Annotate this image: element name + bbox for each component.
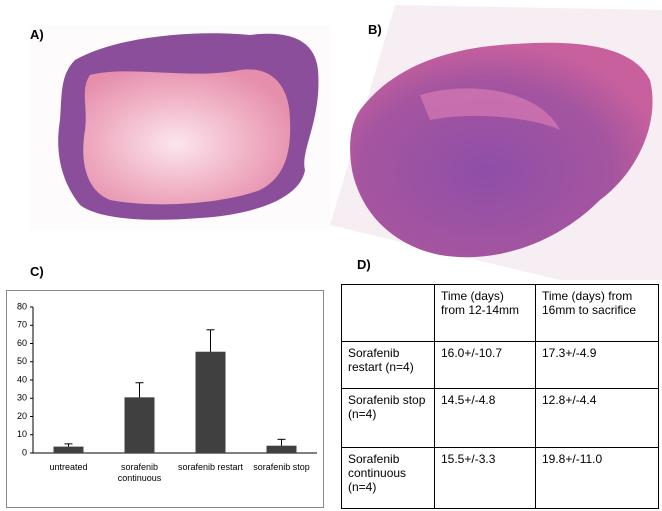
table-cell: 17.3+/-4.9 (535, 341, 659, 389)
bar (195, 351, 226, 453)
x-tick-label: sorafenib continuous (117, 462, 162, 483)
bar (266, 445, 297, 453)
table-cell (341, 284, 435, 342)
panel-label: D) (357, 257, 371, 272)
table-cell: Sorafenib restart (n=4) (341, 341, 435, 389)
error-bar (277, 438, 286, 446)
table-row: Sorafenib continuous (n=4) 15.5+/-3.3 19.8… (341, 447, 659, 509)
results-table: Time (days) from 12-14mm Time (days) from… (341, 284, 659, 509)
table-cell: Time (days) from 16mm to sacrifice (535, 284, 659, 342)
panel-label: B) (368, 22, 382, 37)
x-tick-label: untreated (49, 462, 88, 472)
error-bar (206, 329, 215, 352)
panel-label: C) (30, 264, 44, 279)
tissue-b-detail (420, 88, 560, 130)
table-row: Sorafenib restart (n=4) 16.0+/-10.7 17.3+/… (341, 341, 659, 389)
y-tick-label: 60 (17, 338, 27, 348)
error-bar (64, 443, 73, 447)
table-row: Time (days) from 12-14mm Time (days) from… (341, 284, 659, 342)
error-bar (135, 382, 144, 398)
tissue-a-inner (83, 69, 291, 205)
table-cell: 14.5+/-4.8 (434, 388, 536, 448)
y-tick-label: 10 (17, 429, 27, 439)
table-cell: 15.5+/-3.3 (434, 447, 536, 509)
y-tick-label: 40 (17, 374, 27, 384)
y-tick-label: 50 (17, 356, 27, 366)
x-tick-label: sorafenib stop (253, 462, 310, 472)
panel-label: A) (30, 27, 44, 42)
y-tick-label: 80 (17, 301, 27, 311)
bar (124, 397, 155, 453)
table-cell: Sorafenib stop (n=4) (341, 388, 435, 448)
table-cell: Time (days) from 12-14mm (434, 284, 536, 342)
x-tick-label: sorafenib restart (177, 462, 244, 472)
bar (53, 446, 84, 453)
table-cell: 19.8+/-11.0 (535, 447, 659, 509)
table-cell: 16.0+/-10.7 (434, 341, 536, 389)
y-tick-label: 20 (17, 411, 27, 421)
y-tick-label: 70 (17, 320, 27, 330)
table-cell: 12.8+/-4.4 (535, 388, 659, 448)
bar-chart: 0 10 20 30 40 50 60 70 80 untreated sorafenib con… (6, 290, 324, 508)
y-tick-label: 30 (17, 393, 27, 403)
histology-images (58, 5, 662, 280)
y-tick-label: 0 (22, 447, 27, 457)
chart-plot: 0 10 20 30 40 50 60 70 80 (17, 301, 317, 457)
table-row: Sorafenib stop (n=4) 14.5+/-4.8 12.8+/-4.4 (341, 388, 659, 448)
table-cell: Sorafenib continuous (n=4) (341, 447, 435, 509)
